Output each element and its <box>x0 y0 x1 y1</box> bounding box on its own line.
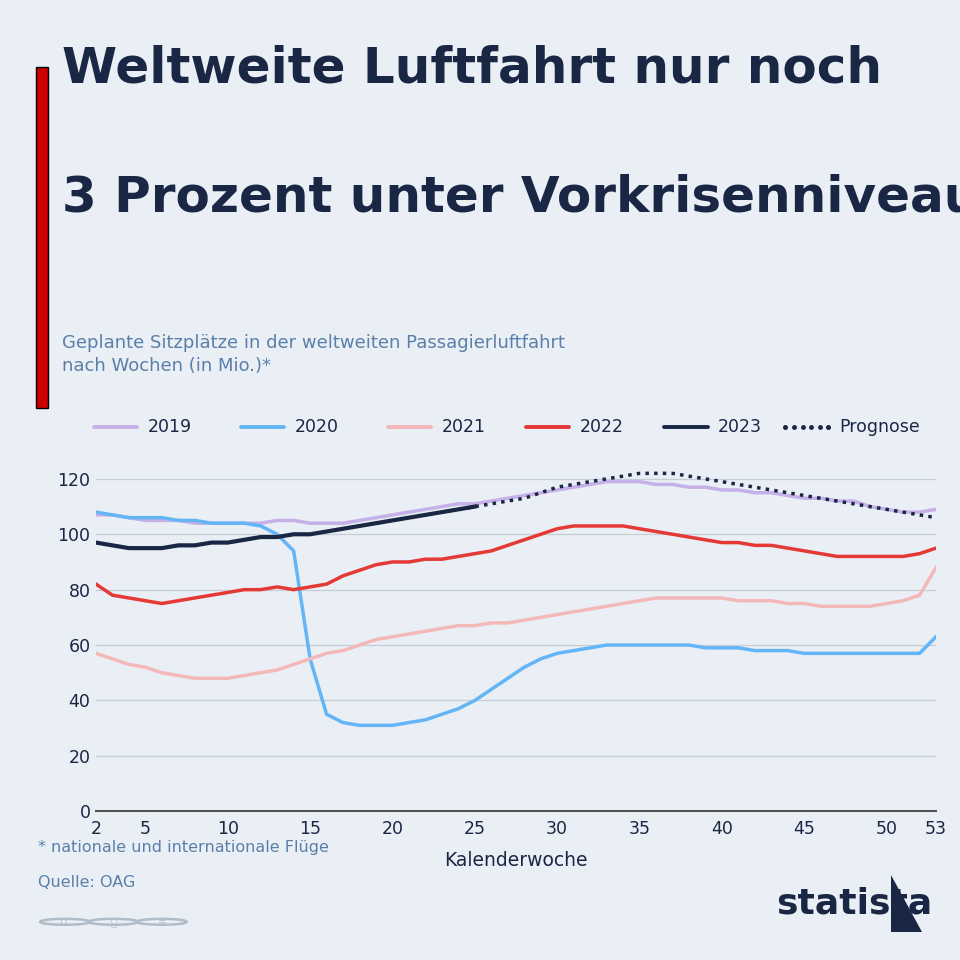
Text: =: = <box>157 917 166 926</box>
Text: 2021: 2021 <box>442 419 486 436</box>
Text: cc: cc <box>60 917 71 926</box>
Text: statista: statista <box>776 887 932 921</box>
Text: Weltweite Luftfahrt nur noch: Weltweite Luftfahrt nur noch <box>62 44 882 92</box>
Text: * nationale und internationale Flüge: * nationale und internationale Flüge <box>38 841 329 855</box>
X-axis label: Kalenderwoche: Kalenderwoche <box>444 852 588 871</box>
Text: ⓘ: ⓘ <box>110 917 116 926</box>
Text: Geplante Sitzplätze in der weltweiten Passagierluftfahrt
nach Wochen (in Mio.)*: Geplante Sitzplätze in der weltweiten Pa… <box>62 333 565 375</box>
Text: Quelle: OAG: Quelle: OAG <box>38 876 135 890</box>
Text: 2023: 2023 <box>718 419 762 436</box>
Text: 2019: 2019 <box>148 419 192 436</box>
Text: Prognose: Prognose <box>839 419 920 436</box>
Text: 2020: 2020 <box>295 419 339 436</box>
Text: 2022: 2022 <box>580 419 624 436</box>
Text: 3 Prozent unter Vorkrisenniveau: 3 Prozent unter Vorkrisenniveau <box>62 174 960 222</box>
Polygon shape <box>891 876 922 932</box>
